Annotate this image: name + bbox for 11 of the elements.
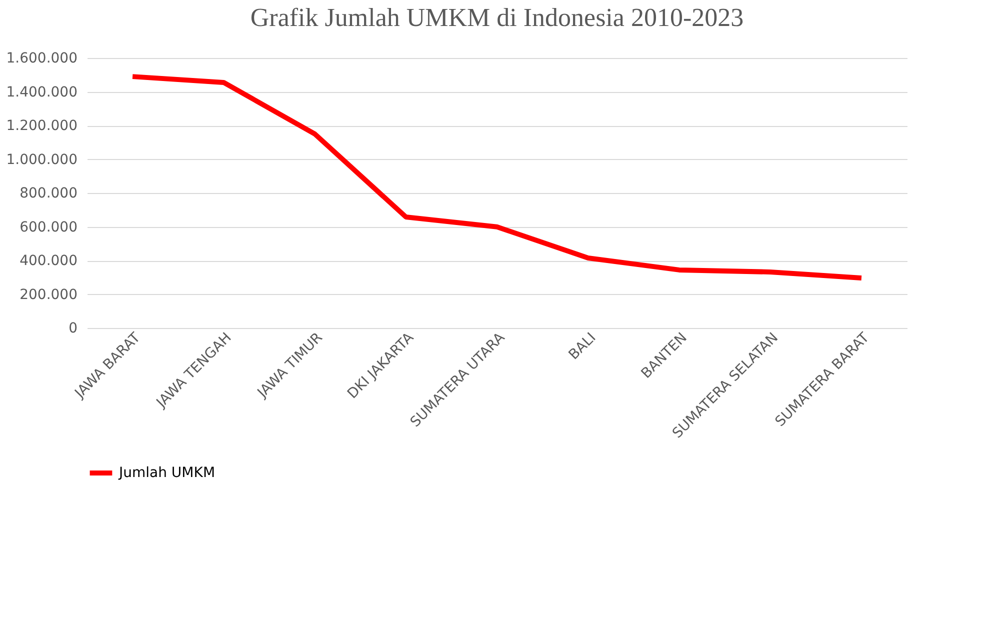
y-tick-label: 800.000 bbox=[20, 186, 78, 202]
y-tick-label: 200.000 bbox=[20, 286, 78, 303]
y-tick-label: 1.200.000 bbox=[6, 118, 78, 134]
y-tick-label: 1.400.000 bbox=[6, 84, 78, 100]
y-tick-label: 600.000 bbox=[20, 219, 78, 236]
y-tick-label: 400.000 bbox=[20, 253, 78, 269]
legend-label: Jumlah UMKM bbox=[118, 465, 216, 481]
y-tick-label: 0 bbox=[68, 320, 78, 336]
y-tick-label: 1.600.000 bbox=[6, 50, 78, 66]
y-tick-label: 1.000.000 bbox=[6, 152, 78, 168]
chart-title: Grafik Jumlah UMKM di Indonesia 2010-2023 bbox=[250, 3, 744, 32]
